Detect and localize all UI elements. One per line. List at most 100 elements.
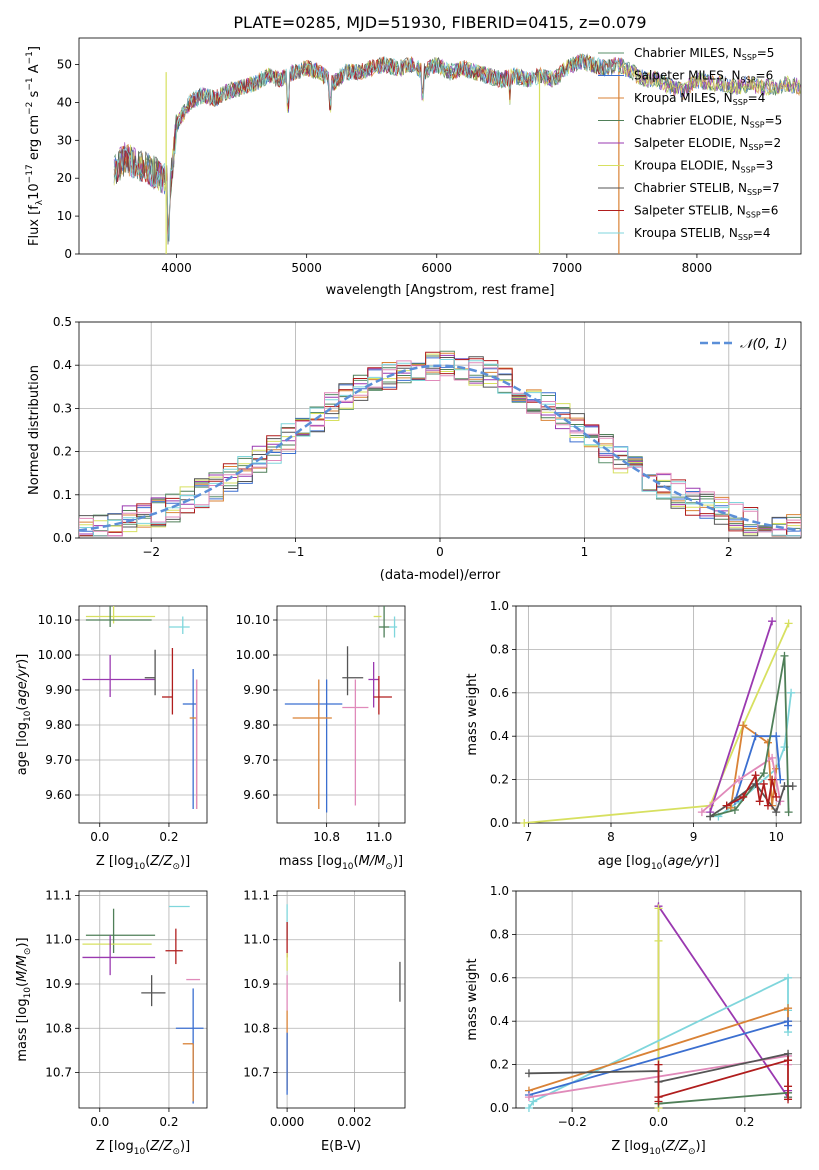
y-tick-label: 10.00 [236,648,270,662]
y-tick-label: 0.1 [53,488,72,502]
series-point [759,779,768,788]
x-tick-label: 8 [607,830,615,844]
y-tick-label: 11.0 [45,933,72,947]
series-point [739,721,748,730]
series-point [768,753,777,762]
axes-frame [276,605,406,824]
series-point [524,1093,533,1102]
y-tick-label: 9.80 [45,718,72,732]
y-tick-label: 0.6 [490,971,509,985]
x-axis-label: Z [log10(Z/Z⊙)] [96,854,190,872]
y-tick-label: 11.0 [243,933,270,947]
y-tick-label: 0.8 [490,642,509,656]
series-line [726,772,778,807]
spectrum-line [113,53,619,245]
y-tick-label: 0.4 [53,358,72,372]
x-tick-label: 1 [581,545,589,559]
series-point [784,1082,793,1091]
series-point [520,819,529,827]
series-point [706,812,715,821]
y-axis-label: Normed distribution [27,365,42,495]
y-tick-label: 11.1 [45,888,72,902]
x-tick-label: 8000 [682,261,713,275]
x-tick-label: 0.2 [159,1115,178,1129]
x-axis-label: (data-model)/error [380,568,501,583]
y-tick-label: 10.8 [243,1021,270,1035]
y-tick-label: 10.10 [236,613,270,627]
y-tick-label: 9.60 [45,788,72,802]
y-tick-label: 10.9 [243,977,270,991]
chart-age_vs_z: 0.0 0.2 9.60 9.70 9.80 9.90 10.00 10.10 Z [log10… [15,605,208,872]
spectrum-line [113,53,620,235]
y-tick-label: 0.3 [53,401,72,415]
x-axis-label: Z [log10(Z/Z⊙)] [611,1139,705,1157]
series-line [734,735,782,802]
x-tick-label: 6000 [421,261,452,275]
y-tick-label: 0.4 [490,1014,509,1028]
y-tick-label: 9.90 [243,683,270,697]
series-point [784,973,793,982]
legend-entry: Chabrier ELODIE, NSSP=5 [634,114,782,130]
x-axis-label: Z [log10(Z/Z⊙)] [96,1139,190,1157]
y-axis-label: Flux [fλ10−17 erg cm−2 s−1 A−1] [25,46,45,246]
series-point [751,771,760,780]
series-point [772,792,781,801]
series-point [784,1004,793,1013]
axes-frame [78,321,802,539]
legend-entry: Kroupa ELODIE, NSSP=3 [634,159,773,175]
series-point [768,775,777,784]
y-tick-label: 10.9 [45,977,72,991]
series-point [780,782,789,791]
chart-spectrum: 4000 5000 6000 7000 8000 0 10 20 30 40 50 Chabrier … [25,37,802,298]
x-axis-label: mass [log10(M/M⊙)] [279,854,403,872]
series-line [701,756,782,813]
legend-entry: Salpeter MILES, NSSP=6 [634,69,773,85]
y-tick-label: 0.2 [490,1058,509,1072]
y-tick-label: 0.4 [490,729,509,743]
series-point [772,732,781,741]
series-point [529,1097,538,1106]
series-point [776,775,785,784]
series-point [751,779,760,788]
series-point [739,792,748,801]
legend-entry: Kroupa MILES, NSSP=4 [634,91,765,107]
spectrum-line [113,53,620,242]
y-tick-label: 9.70 [45,753,72,767]
x-tick-label: 0.0 [649,1115,668,1129]
axes-frame [276,890,406,1109]
series-point [735,775,744,784]
x-axis-label: wavelength [Angstrom, rest frame] [326,283,555,298]
x-tick-label: 0.2 [159,830,178,844]
series-point [784,808,793,817]
x-tick-label: 10.8 [313,830,340,844]
x-tick-label: −1 [287,545,305,559]
series-point [654,904,663,913]
x-tick-label: 11.0 [366,830,393,844]
y-tick-label: 1.0 [490,599,509,613]
series-point [788,782,797,791]
y-tick-label: 0.0 [53,531,72,545]
y-tick-label: 30 [57,133,72,147]
series-point [787,688,796,697]
y-tick-label: 40 [57,95,72,109]
series-line [658,1091,789,1105]
y-tick-label: 0.0 [490,1101,509,1115]
series-point [763,801,772,810]
series-point [654,936,663,945]
y-tick-label: 9.60 [243,788,270,802]
x-axis-label: age [log10(age/yr)] [598,854,720,872]
x-tick-label: 0.0 [90,830,109,844]
series-point [751,732,760,741]
y-tick-label: 9.90 [45,683,72,697]
x-tick-label: 0.0 [90,1115,109,1129]
series-point [759,769,768,778]
series-point [784,1056,793,1065]
y-axis-label: mass weight [465,958,480,1040]
x-axis-label: E(B-V) [321,1139,361,1154]
y-tick-label: 10.8 [45,1021,72,1035]
series-line [709,620,773,813]
x-tick-label: 0.002 [337,1115,371,1129]
y-tick-label: 0.2 [53,445,72,459]
x-tick-label: 0 [436,545,444,559]
y-tick-label: 10.00 [38,648,72,662]
